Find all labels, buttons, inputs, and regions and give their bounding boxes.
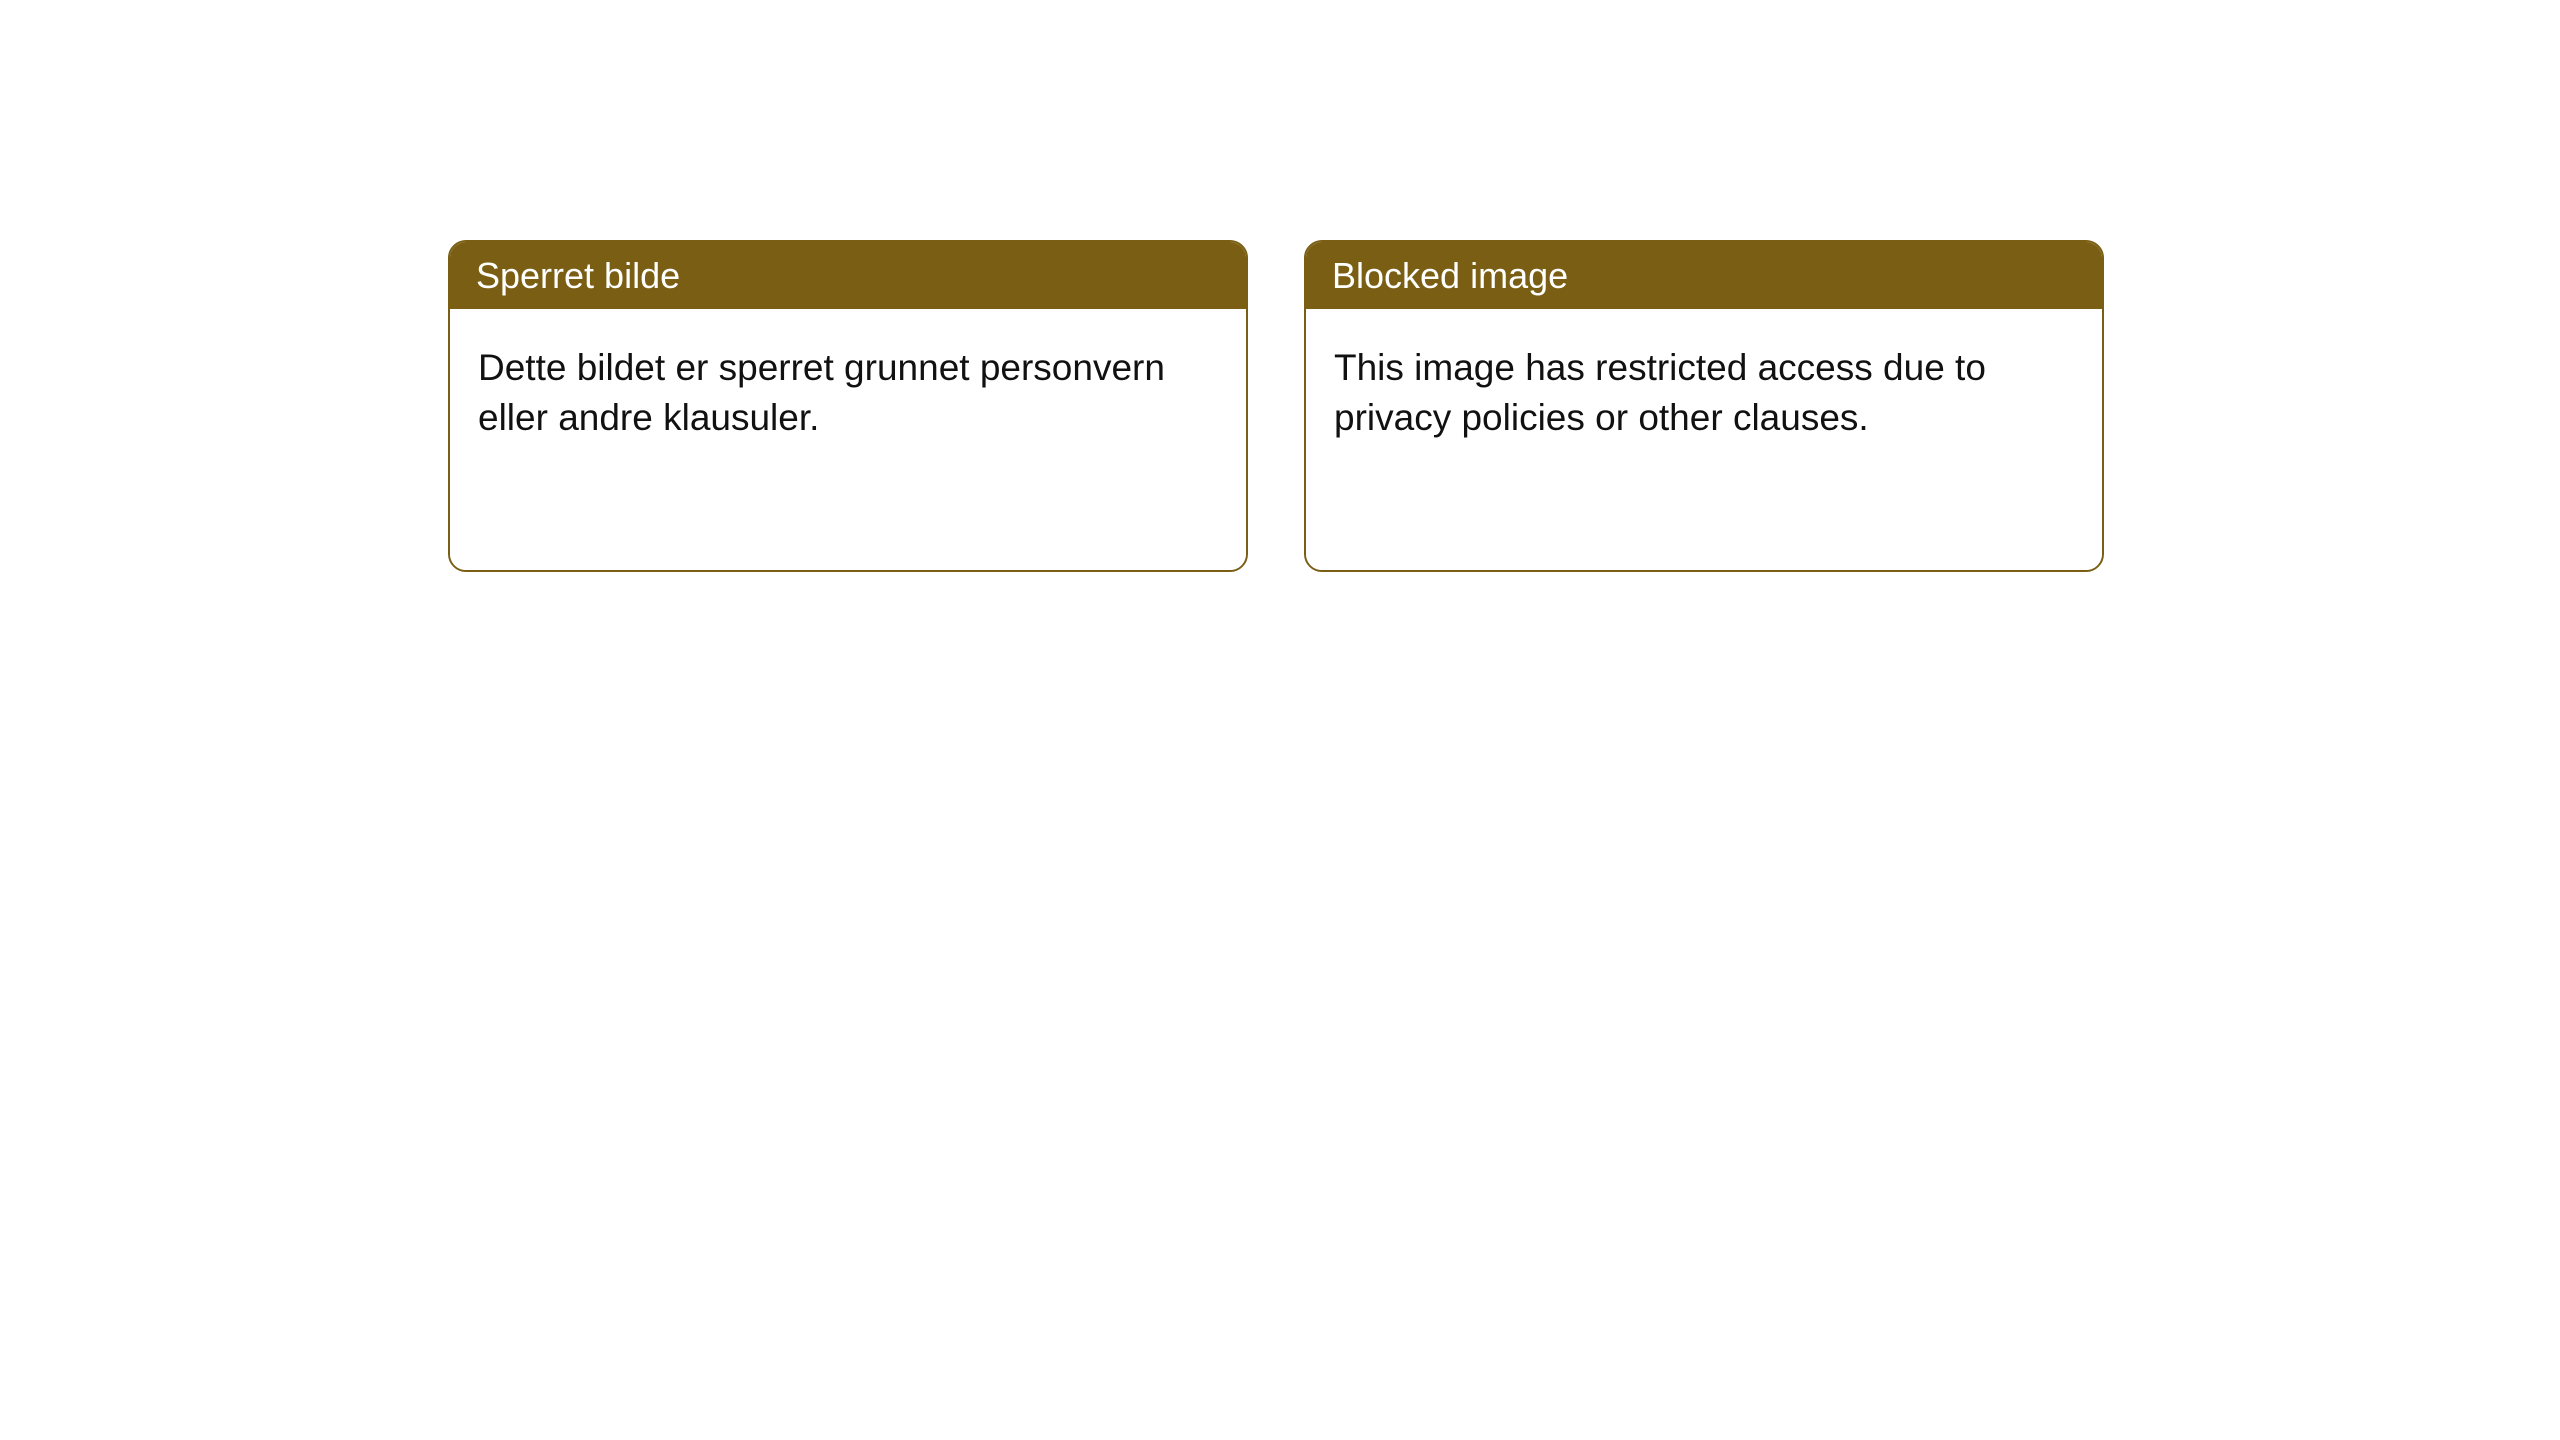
notice-card-norwegian: Sperret bilde Dette bildet er sperret gr… [448, 240, 1248, 572]
notice-title-norwegian: Sperret bilde [450, 242, 1246, 309]
notice-title-english: Blocked image [1306, 242, 2102, 309]
notice-container: Sperret bilde Dette bildet er sperret gr… [0, 0, 2560, 572]
notice-body-norwegian: Dette bildet er sperret grunnet personve… [450, 309, 1246, 570]
notice-body-english: This image has restricted access due to … [1306, 309, 2102, 570]
notice-card-english: Blocked image This image has restricted … [1304, 240, 2104, 572]
